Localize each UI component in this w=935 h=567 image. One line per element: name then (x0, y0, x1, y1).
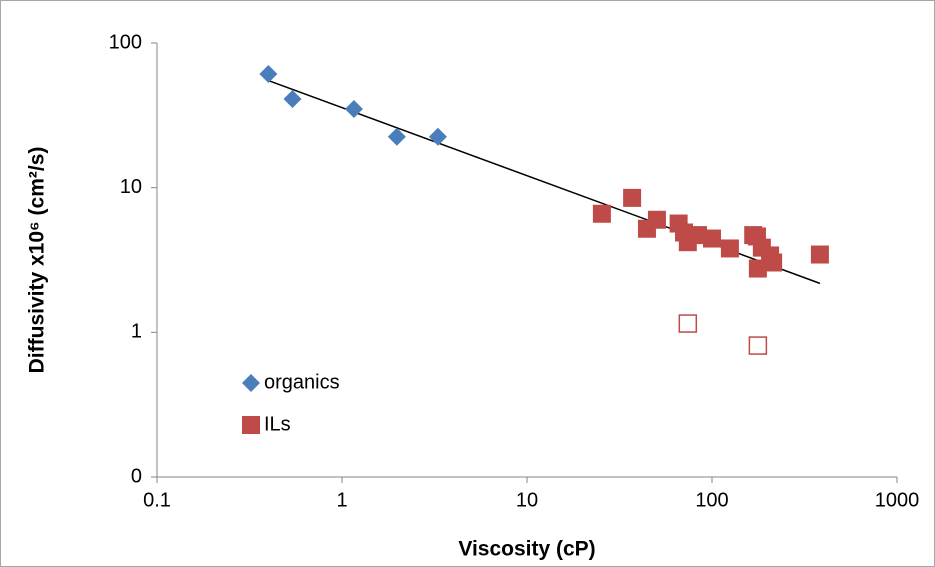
open-square-marker (678, 314, 698, 333)
square-marker (720, 239, 739, 258)
y-tick-label: 100 (109, 31, 142, 53)
diamond-marker (387, 127, 406, 146)
x-tick-label: 100 (695, 489, 728, 511)
square-marker (703, 229, 721, 248)
diamond-marker (344, 99, 363, 118)
x-tick-label: 1 (336, 489, 347, 511)
diamond-marker (259, 65, 278, 84)
diamond-marker (428, 127, 447, 146)
square-marker (810, 245, 829, 264)
y-tick-label: 0 (131, 465, 142, 487)
square-marker (242, 416, 260, 434)
x-tick-label: 1000 (875, 489, 920, 511)
x-tick-label: 0.1 (143, 489, 171, 511)
legend-label: ILs (264, 413, 291, 435)
square-marker (623, 188, 642, 207)
diamond-marker (242, 374, 260, 392)
x-tick-label: 10 (516, 489, 538, 511)
y-tick-label: 10 (120, 176, 142, 198)
x-axis-title: Viscosity (cP) (458, 538, 595, 561)
open-square-marker (748, 336, 768, 355)
y-tick-label: 1 (131, 321, 142, 343)
square-marker (592, 204, 611, 223)
square-marker (764, 253, 783, 272)
legend-label: organics (264, 371, 340, 393)
diamond-marker (283, 90, 302, 109)
y-axis-title: Diffusivity x10⁶ (cm²/s) (26, 147, 49, 374)
square-marker (647, 210, 666, 229)
square-marker (688, 226, 707, 245)
